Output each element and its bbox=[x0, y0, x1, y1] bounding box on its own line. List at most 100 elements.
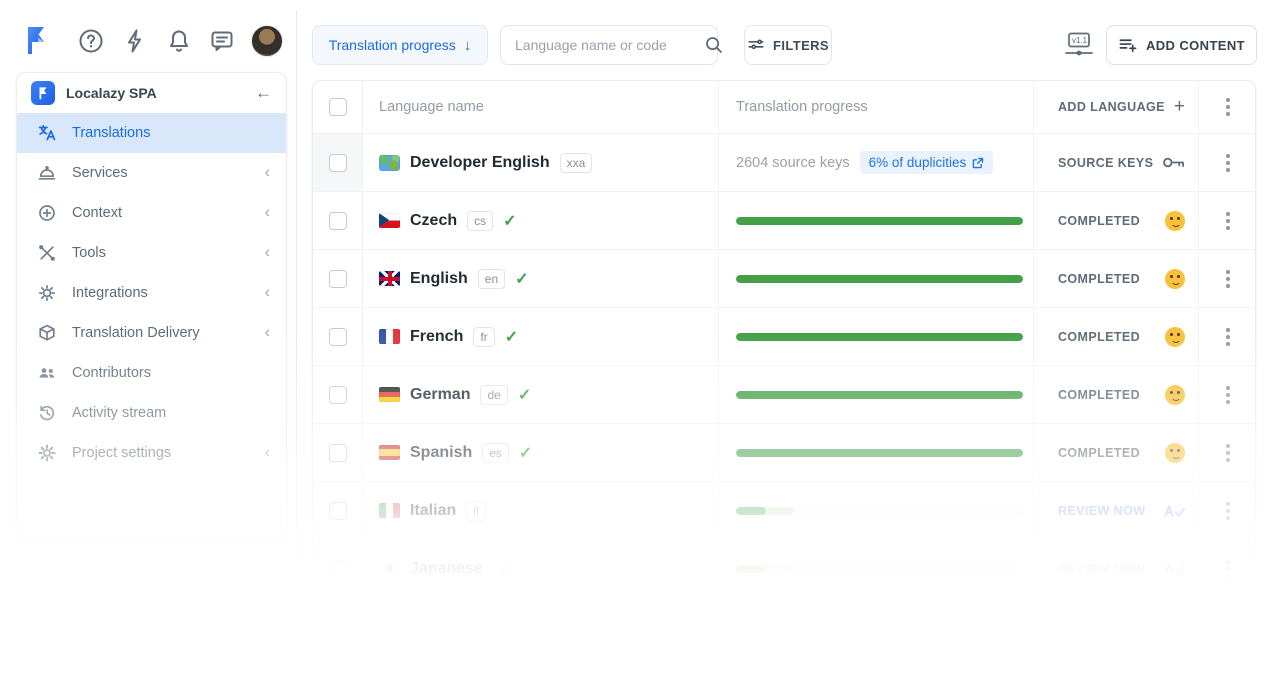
duplicities-chip[interactable]: 6% of duplicities bbox=[859, 151, 994, 174]
smiley-icon bbox=[1165, 210, 1185, 231]
sidebar-item-translations[interactable]: Translations bbox=[17, 113, 286, 153]
user-avatar[interactable] bbox=[251, 25, 283, 57]
language-name[interactable]: Developer English bbox=[410, 153, 550, 171]
smiley-icon bbox=[1165, 442, 1185, 463]
row-menu-icon[interactable] bbox=[1220, 380, 1236, 410]
project-sidebar: Localazy SPA ← Translations Services ‹ C… bbox=[16, 72, 287, 542]
progress-bar bbox=[736, 332, 1023, 341]
table-row-spanish[interactable]: Spanish es ✓ COMPLETED bbox=[313, 424, 1255, 482]
sidebar-item-contributors[interactable]: Contributors bbox=[17, 353, 286, 393]
sidebar-item-integrations[interactable]: Integrations ‹ bbox=[17, 273, 286, 313]
project-logo-icon bbox=[31, 81, 55, 105]
status-completed[interactable]: COMPLETED bbox=[1058, 213, 1141, 228]
select-all-checkbox[interactable] bbox=[328, 98, 347, 116]
sidebar-item-services[interactable]: Services ‹ bbox=[17, 153, 286, 193]
row-checkbox[interactable] bbox=[328, 153, 347, 172]
sidebar-item-project-settings[interactable]: Project settings ‹ bbox=[17, 433, 286, 473]
key-icon[interactable] bbox=[1162, 155, 1185, 170]
status-source-keys[interactable]: SOURCE KEYS bbox=[1058, 155, 1154, 170]
column-header-language-name: Language name bbox=[379, 99, 484, 115]
status-completed[interactable]: COMPLETED bbox=[1058, 445, 1141, 460]
language-name[interactable]: English bbox=[410, 269, 468, 287]
language-name[interactable]: French bbox=[410, 327, 464, 345]
chevron-left-icon: ‹ bbox=[264, 164, 270, 181]
language-code-badge: fr bbox=[473, 326, 495, 347]
check-icon: ✓ bbox=[504, 328, 519, 346]
row-checkbox[interactable] bbox=[328, 385, 347, 404]
status-completed[interactable]: COMPLETED bbox=[1058, 271, 1141, 286]
status-review-now[interactable]: REVIEW NOW bbox=[1058, 561, 1146, 576]
language-name[interactable]: Spanish bbox=[410, 443, 473, 461]
row-checkbox[interactable] bbox=[328, 269, 347, 288]
table-row-english[interactable]: English en ✓ COMPLETED bbox=[313, 250, 1255, 308]
help-icon[interactable] bbox=[77, 27, 105, 55]
project-name: Localazy SPA bbox=[66, 85, 157, 101]
filter-icon bbox=[747, 36, 765, 54]
chevron-left-icon: ‹ bbox=[264, 204, 270, 221]
language-code-badge: de bbox=[480, 384, 508, 405]
bell-icon[interactable] bbox=[165, 27, 193, 55]
progress-bar bbox=[736, 448, 1023, 457]
collapse-sidebar-icon[interactable]: ← bbox=[255, 83, 272, 102]
row-checkbox[interactable] bbox=[328, 501, 347, 520]
table-row-japanese[interactable]: Japanese ja REVIEW NOW bbox=[313, 540, 1255, 597]
chat-icon[interactable] bbox=[208, 27, 236, 55]
external-link-icon bbox=[972, 157, 984, 168]
table-row-developer-english[interactable]: Developer English xxa 2604 source keys 6… bbox=[313, 134, 1255, 192]
search-icon[interactable] bbox=[704, 35, 724, 55]
chevron-left-icon: ‹ bbox=[264, 444, 270, 461]
table-row-french[interactable]: French fr ✓ COMPLETED bbox=[313, 308, 1255, 366]
table-row-german[interactable]: German de ✓ COMPLETED bbox=[313, 366, 1255, 424]
sort-dropdown[interactable]: Translation progress ↓ bbox=[312, 25, 488, 65]
spellcheck-icon[interactable] bbox=[1164, 561, 1185, 577]
row-menu-icon[interactable] bbox=[1220, 322, 1236, 352]
row-checkbox[interactable] bbox=[328, 559, 347, 578]
check-icon: ✓ bbox=[517, 386, 532, 404]
row-checkbox[interactable] bbox=[328, 443, 347, 462]
row-menu-icon[interactable] bbox=[1220, 496, 1236, 526]
row-checkbox[interactable] bbox=[328, 211, 347, 230]
smiley-icon bbox=[1165, 268, 1185, 289]
add-content-button[interactable]: ADD CONTENT bbox=[1106, 25, 1257, 65]
table-menu-icon[interactable] bbox=[1220, 92, 1236, 122]
status-completed[interactable]: COMPLETED bbox=[1058, 387, 1141, 402]
sidebar-item-activity-stream[interactable]: Activity stream bbox=[17, 393, 286, 433]
progress-bar bbox=[736, 274, 1023, 283]
language-code-badge: cs bbox=[467, 210, 494, 231]
language-code-badge: it bbox=[466, 500, 487, 521]
table-header-row: Language name Translation progress ADD L… bbox=[313, 81, 1255, 134]
language-name[interactable]: Italian bbox=[410, 501, 457, 519]
sidebar-item-translation-delivery[interactable]: Translation Delivery ‹ bbox=[17, 313, 286, 353]
localazy-logo[interactable] bbox=[20, 24, 52, 58]
language-name[interactable]: Czech bbox=[410, 211, 458, 229]
plus-icon[interactable]: + bbox=[1173, 96, 1185, 117]
row-menu-icon[interactable] bbox=[1220, 264, 1236, 294]
table-row-italian[interactable]: Italian it REVIEW NOW bbox=[313, 482, 1255, 540]
content-divider bbox=[296, 10, 297, 650]
add-language-button[interactable]: ADD LANGUAGE bbox=[1058, 100, 1165, 114]
translate-icon bbox=[37, 123, 57, 143]
row-menu-icon[interactable] bbox=[1220, 554, 1236, 584]
flash-icon[interactable] bbox=[121, 27, 149, 55]
language-search[interactable] bbox=[500, 25, 722, 65]
sidebar-item-context[interactable]: Context ‹ bbox=[17, 193, 286, 233]
language-name[interactable]: German bbox=[410, 385, 471, 403]
language-name[interactable]: Japanese bbox=[410, 559, 483, 577]
sidebar-item-tools[interactable]: Tools ‹ bbox=[17, 233, 286, 273]
sidebar-item-label: Project settings bbox=[72, 445, 172, 461]
context-icon bbox=[37, 203, 57, 223]
release-version-icon[interactable]: v1.1 bbox=[1064, 31, 1094, 58]
status-review-now[interactable]: REVIEW NOW bbox=[1058, 503, 1146, 518]
search-input[interactable] bbox=[515, 37, 696, 53]
row-checkbox[interactable] bbox=[328, 327, 347, 346]
chevron-left-icon: ‹ bbox=[264, 284, 270, 301]
gear-icon bbox=[37, 443, 57, 463]
status-completed[interactable]: COMPLETED bbox=[1058, 329, 1141, 344]
row-menu-icon[interactable] bbox=[1220, 438, 1236, 468]
spellcheck-icon[interactable] bbox=[1164, 503, 1185, 519]
row-menu-icon[interactable] bbox=[1220, 206, 1236, 236]
row-menu-icon[interactable] bbox=[1220, 148, 1236, 178]
filters-button[interactable]: FILTERS bbox=[744, 25, 832, 65]
progress-bar bbox=[736, 390, 1023, 399]
table-row-czech[interactable]: Czech cs ✓ COMPLETED bbox=[313, 192, 1255, 250]
